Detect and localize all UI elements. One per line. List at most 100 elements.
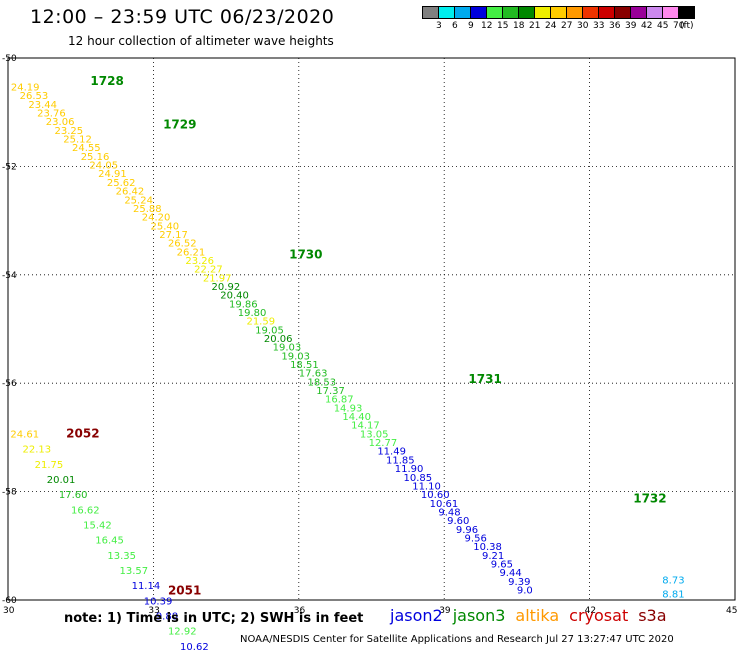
scale-label: 33 [593,21,605,31]
x-tick-label: 39 [439,606,451,616]
pass-time-label: 2051 [168,584,201,598]
wave-height-point: 9.0 [517,585,533,596]
scale-label: 30 [577,21,589,31]
wave-height-point: 9.21 [482,551,504,562]
data-points: 24.1926.5323.4423.7623.0623.2525.1224.55… [10,83,684,650]
scale-label: 12 [481,21,493,31]
wave-height-point: 10.62 [180,642,209,650]
x-tick-label: 30 [3,606,15,616]
x-tick-label: 33 [148,606,159,616]
wave-height-point: 12.92 [168,627,197,638]
scale-label: 42 [641,21,653,31]
credit-line: NOAA/NESDIS Center for Satellite Applica… [240,634,674,645]
wave-height-point: 23.06 [46,117,75,128]
page-title: 12:00 – 23:59 UTC 06/23/2020 [30,6,335,28]
wave-height-point: 16.45 [95,536,124,547]
wave-height-point: 9.48 [438,507,460,518]
wave-height-point: 20.40 [220,291,249,302]
pass-labels: 1728 1729 1730 1731 1732 2052 2051 [66,74,666,597]
wave-height-point: 17.37 [316,386,345,397]
wave-height-point: 23.76 [37,109,66,120]
wave-height-point: 11.10 [412,481,441,492]
wave-height-point: 26.53 [20,91,49,102]
wave-height-point: 24.61 [10,429,39,440]
y-tick-label: -54 [2,271,17,281]
wave-height-point: 26.21 [177,247,206,258]
satellite-legend: jason2 jason3 altika cryosat s3a [390,606,677,625]
scale-unit: (ft) [680,21,694,31]
wave-height-point: 17.60 [59,490,88,501]
scale-label: 6 [452,21,458,31]
y-tick-labels: -50 -52 -54 -56 -58 -60 [2,54,17,606]
x-tick-label: 42 [585,606,596,616]
wave-height-point: 24.19 [11,83,40,94]
wave-height-point: 22.13 [23,445,52,456]
x-tick-labels: 30 33 36 39 42 45 [3,606,737,616]
wave-height-point: 23.25 [55,126,84,137]
wave-height-point: 25.24 [124,195,153,206]
y-tick-label: -52 [2,162,17,172]
wave-height-point: 21.97 [203,273,232,284]
wave-height-point: 24.91 [98,169,127,180]
footer-note: note: 1) Time is in UTC; 2) SWH is in fe… [64,611,364,626]
legend-entry: altika [515,606,560,625]
legend-entry: s3a [638,606,667,625]
y-tick-label: -58 [2,488,17,498]
legend-entry: jason3 [452,606,506,625]
wave-height-point: 9.44 [499,568,521,579]
wave-height-point: 9.88 [156,612,178,623]
wave-height-point: 13.35 [107,551,136,562]
scale-label: 36 [609,21,621,31]
color-scale-labels: 3 6 9 12 15 18 21 24 27 30 33 36 39 42 45 70 (ft) [422,21,740,35]
pass-time-label: 1730 [289,248,322,262]
wave-height-point: 26.52 [168,239,197,250]
page-subtitle: 12 hour collection of altimeter wave hei… [68,34,334,48]
wave-height-point: 10.60 [421,490,450,501]
wave-height-point: 9.39 [508,577,530,588]
wave-height-point: 10.61 [430,499,459,510]
scale-label: 45 [657,21,669,31]
wave-height-point: 19.03 [281,351,310,362]
wave-height-point: 20.06 [264,334,293,345]
wave-height-point: 10.38 [473,542,502,553]
scale-label: 70 [673,21,685,31]
pass-time-label: 1728 [90,74,123,88]
pass-time-label: 2052 [66,426,99,440]
wave-height-point: 18.51 [290,360,319,371]
wave-height-point: 19.86 [229,299,258,310]
wave-height-point: 20.92 [212,282,241,293]
scale-label: 21 [529,21,541,31]
scale-label: 39 [625,21,637,31]
wave-height-point: 20.01 [47,475,76,486]
legend-entry: jason2 [390,606,443,625]
wave-height-point: 9.56 [465,533,487,544]
wave-height-point: 19.05 [255,325,284,336]
wave-height-point: 23.44 [28,100,57,111]
wave-height-point: 24.55 [72,143,101,154]
scale-label: 3 [436,21,442,31]
wave-height-point: 16.87 [325,395,354,406]
pass-time-label: 1732 [633,491,666,505]
wave-height-point: 21.75 [35,460,64,471]
wave-height-point: 13.57 [119,566,148,577]
scale-label: 27 [561,21,573,31]
wave-height-point: 11.14 [132,581,161,592]
wave-height-point: 10.85 [403,473,432,484]
y-tick-label: -50 [2,54,17,64]
wave-height-point: 9.96 [456,525,478,536]
wave-height-point: 25.40 [150,221,179,232]
x-tick-label: 36 [294,606,306,616]
wave-height-point: 11.85 [386,455,415,466]
wave-height-point: 10.39 [144,596,173,607]
wave-height-point: 25.16 [81,152,110,163]
wave-height-point: 26.42 [116,187,145,198]
scale-label: 24 [545,21,557,31]
y-tick-label: -60 [2,596,17,606]
wave-height-point: 14.17 [351,421,380,432]
pass-time-label: 1729 [163,117,196,131]
scale-label: 18 [513,21,525,31]
wave-height-point: 16.62 [71,505,100,516]
legend-entry: cryosat [569,606,629,625]
wave-height-point: 27.17 [159,230,188,241]
